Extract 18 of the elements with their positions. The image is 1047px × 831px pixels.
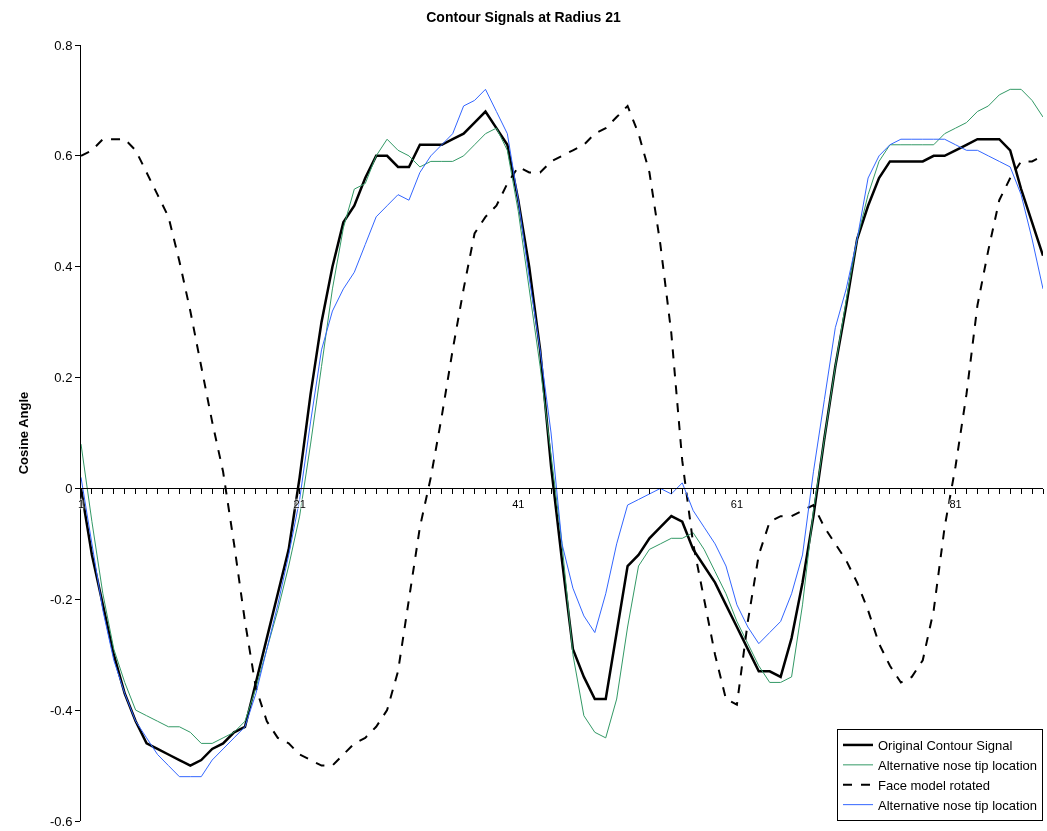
legend-label: Face model rotated [878, 777, 991, 793]
y-tick-label: -0.4 [49, 702, 73, 718]
x-tick-label: 1 [77, 497, 85, 510]
y-tick-label: 0.6 [54, 148, 73, 164]
chart-title: Contour Signals at Radius 21 [426, 9, 621, 26]
x-tick-label: 81 [949, 497, 962, 510]
y-tick-label: -0.6 [49, 813, 73, 829]
y-tick-label: -0.2 [49, 591, 73, 607]
legend-label: Alternative nose tip location [878, 757, 1037, 773]
x-tick-label: 61 [730, 497, 744, 510]
y-tick-label: 0.2 [54, 370, 73, 386]
y-axis-title: Cosine Angle [15, 391, 31, 475]
y-tick-label: 0.4 [54, 259, 73, 275]
legend-label: Original Contour Signal [878, 738, 1013, 754]
legend-label: Alternative nose tip location [878, 797, 1037, 813]
y-tick-label: 0 [65, 480, 73, 496]
y-tick-label: 0.8 [54, 37, 73, 53]
x-tick-label: 41 [512, 497, 525, 510]
